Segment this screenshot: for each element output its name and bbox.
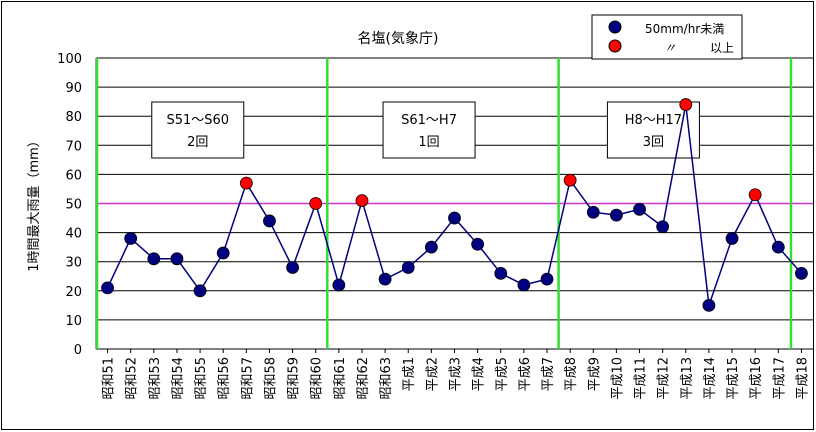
legend: 50mm/hr未満 〃 以上 (591, 14, 743, 60)
y-tick-label: 100 (57, 52, 82, 67)
data-point-below (216, 246, 230, 260)
x-tick-label: 昭和56 (217, 357, 232, 400)
x-tick-label: 昭和63 (379, 357, 394, 400)
data-point-below (795, 266, 808, 280)
period-annotation-count: 3回 (643, 135, 664, 150)
x-tick-label: 平成16 (749, 357, 764, 400)
legend-above-mark: 〃 (664, 41, 676, 55)
data-point-below (378, 272, 392, 286)
data-point-below (517, 278, 531, 292)
x-tick-label: 平成1 (402, 357, 417, 391)
data-point-above (563, 173, 577, 187)
data-point-below (286, 261, 299, 274)
y-tick-label: 80 (65, 110, 82, 125)
x-tick-label: 昭和57 (240, 357, 255, 400)
period-annotation-count: 2回 (187, 135, 208, 150)
tick-layer: 昭和51 昭和52 昭和53 昭和54 昭和55 昭和56 昭和57 昭和58 昭和59 昭和60… (102, 349, 810, 400)
data-point-below (332, 278, 346, 292)
data-point-below (471, 237, 485, 251)
y-tick-label: 40 (65, 227, 82, 242)
data-point-above (679, 98, 693, 111)
y-tick-label: 10 (65, 314, 82, 329)
period-annotation-box (382, 101, 476, 159)
legend-below-marker (608, 20, 622, 34)
period-annotation-range: S61～H7 (401, 113, 457, 128)
data-point-below (193, 284, 207, 298)
y-tick-label: 90 (65, 81, 82, 96)
period-annotation-box (151, 101, 245, 159)
y-tick-label: 0 (74, 343, 82, 358)
x-tick-label: 平成3 (449, 357, 464, 391)
data-point-below (424, 240, 438, 254)
x-tick-label: 平成12 (657, 357, 672, 400)
period-annotation-count: 1回 (418, 135, 439, 150)
data-point-below (263, 214, 276, 228)
y-tick-label: 50 (65, 198, 82, 213)
data-point-below (702, 298, 716, 312)
x-tick-label: 平成13 (680, 357, 695, 400)
x-tick-label: 平成2 (425, 357, 440, 391)
x-tick-label: 平成9 (587, 357, 602, 391)
data-point-below (124, 232, 138, 245)
legend-above-marker (608, 39, 622, 53)
data-point-below (170, 252, 184, 266)
x-tick-label: 平成8 (564, 357, 579, 391)
x-tick-label: 平成18 (795, 357, 810, 400)
x-tick-label: 平成6 (518, 357, 533, 391)
x-tick-label: 平成15 (726, 357, 741, 400)
y-tick-label: 30 (65, 256, 82, 271)
series-layer (101, 98, 808, 312)
x-tick-label: 昭和51 (102, 357, 117, 400)
y-tick-label: 70 (65, 139, 82, 154)
x-tick-label: 平成4 (472, 357, 487, 391)
x-tick-label: 平成10 (610, 357, 625, 400)
x-tick-label: 昭和59 (287, 357, 302, 400)
y-tick-label: 20 (65, 285, 82, 300)
y-tick-label: 60 (65, 168, 82, 183)
data-point-below (494, 266, 508, 280)
x-tick-label: 平成11 (634, 357, 649, 400)
x-tick-label: 昭和53 (148, 357, 163, 400)
data-point-below (540, 272, 554, 286)
period-annotation-range: S51～S60 (166, 113, 229, 128)
x-tick-label: 昭和55 (194, 357, 209, 400)
data-point-above (355, 194, 369, 207)
data-point-above (309, 197, 323, 210)
data-point-below (656, 220, 670, 234)
x-tick-label: 平成14 (703, 357, 718, 400)
x-tick-label: 昭和52 (125, 357, 140, 400)
x-tick-label: 平成17 (772, 357, 787, 400)
data-point-below (586, 205, 600, 219)
data-point-below (147, 252, 161, 266)
x-tick-label: 昭和60 (310, 357, 325, 400)
data-point-below (101, 281, 114, 295)
data-point-below (725, 232, 739, 245)
data-point-below (633, 202, 646, 216)
x-tick-label: 昭和61 (333, 357, 348, 400)
x-tick-label: 昭和54 (171, 357, 186, 400)
chart-title: 名塩(気象庁) (358, 31, 439, 47)
x-tick-label: 平成7 (541, 357, 556, 391)
period-divider-layer (95, 58, 793, 349)
x-tick-label: 昭和58 (263, 357, 278, 400)
data-point-below (401, 261, 415, 274)
annotation-layer: S51～S60 2回 S61～H7 1回 H8～H17 3回 (151, 101, 700, 159)
data-point-below (448, 211, 461, 225)
data-point-below (771, 240, 785, 254)
data-point-above (748, 188, 762, 202)
y-axis-label: 1時間最大雨量（mm） (27, 134, 42, 272)
x-tick-label: 平成5 (495, 357, 510, 391)
legend-above-label: 以上 (710, 41, 734, 55)
data-point-above (239, 176, 253, 190)
legend-below-label: 50mm/hr未満 (645, 22, 724, 36)
x-tick-label: 昭和62 (356, 357, 371, 400)
period-annotation-range: H8～H17 (625, 113, 682, 128)
data-point-below (610, 208, 623, 222)
